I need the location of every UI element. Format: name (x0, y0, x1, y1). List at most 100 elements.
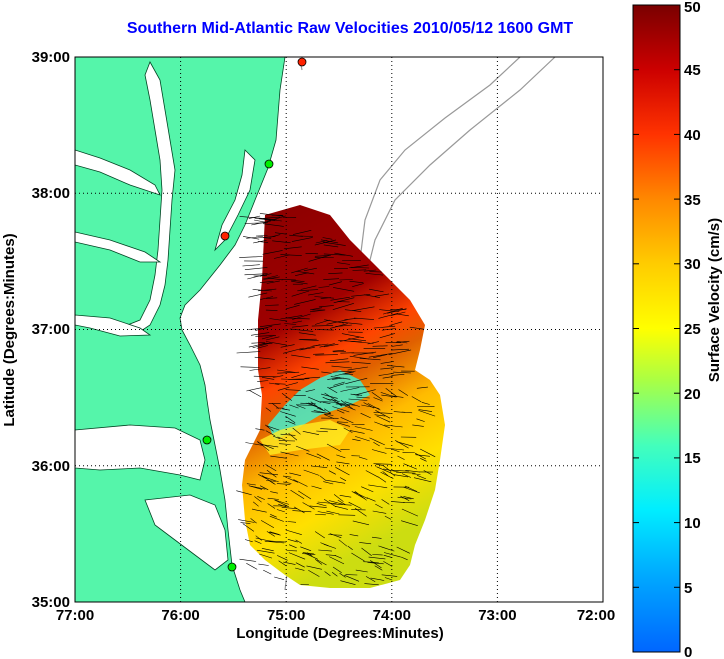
velocity-vector (420, 458, 427, 462)
velocity-vector (269, 318, 288, 322)
velocity-vector (240, 366, 260, 368)
velocity-vector (255, 235, 268, 237)
velocity-vector (292, 313, 311, 320)
velocity-vector (374, 293, 390, 297)
velocity-vector (347, 366, 368, 371)
velocity-vector (338, 514, 356, 516)
velocity-vector (280, 315, 303, 320)
velocity-vector (378, 545, 395, 552)
velocity-vector (415, 454, 430, 457)
velocity-vector (270, 514, 277, 518)
velocity-vector (293, 394, 306, 396)
velocity-vector (381, 574, 398, 577)
velocity-vector (263, 569, 272, 575)
velocity-vector (371, 392, 383, 400)
velocity-vector (272, 435, 281, 440)
low-velocity-band (268, 370, 370, 440)
velocity-vector (300, 285, 317, 290)
velocity-vector (276, 509, 285, 513)
velocity-vectors (236, 213, 436, 586)
velocity-vector (248, 342, 268, 348)
velocity-vector (289, 404, 299, 409)
velocity-vector (351, 264, 369, 268)
velocity-vector (384, 577, 393, 581)
velocity-vector (323, 343, 339, 348)
velocity-vector (251, 486, 266, 490)
velocity-vector (263, 476, 279, 483)
velocity-vector (317, 511, 334, 515)
velocity-vector (333, 297, 355, 304)
velocity-vector (295, 404, 316, 406)
velocity-vector (314, 531, 325, 539)
velocity-vector (394, 439, 409, 449)
velocity-vector (245, 442, 264, 446)
velocity-vector (323, 241, 346, 246)
velocity-vector (265, 407, 272, 412)
velocity-vector (251, 342, 266, 344)
velocity-vector (352, 438, 361, 442)
velocity-vector (337, 499, 346, 506)
velocity-vector (298, 332, 316, 336)
velocity-vector (386, 365, 405, 368)
velocity-vector (244, 273, 268, 276)
velocity-vector (274, 383, 286, 385)
velocity-vector (276, 483, 291, 485)
velocity-vector (244, 267, 268, 270)
velocity-vector (319, 475, 327, 481)
velocity-vector (393, 474, 409, 478)
velocity-vector (355, 389, 376, 396)
colorbar-tick-label: 40 (684, 127, 701, 144)
velocity-vector (391, 344, 403, 347)
colorbar-tick-label: 5 (684, 580, 692, 597)
velocity-vector (296, 270, 315, 275)
velocity-vector (390, 472, 396, 477)
velocity-vector (277, 371, 300, 374)
velocity-vector (247, 274, 265, 280)
velocity-vector (396, 546, 410, 554)
y-tick-label: 38:00 (32, 185, 70, 202)
velocity-vector (335, 467, 350, 476)
velocity-vector (257, 236, 272, 239)
velocity-vector (379, 333, 396, 339)
velocity-vector (413, 477, 432, 483)
velocity-vector (306, 452, 322, 459)
velocity-vector (367, 341, 379, 345)
velocity-vector (392, 470, 410, 472)
velocity-vector (339, 495, 352, 498)
velocity-vector (338, 539, 348, 547)
velocity-vector (280, 433, 296, 436)
velocity-vector (369, 437, 385, 446)
x-axis-title: Longitude (Degrees:Minutes) (236, 625, 444, 642)
velocity-vector (257, 496, 265, 500)
colorbar-tick-label: 25 (684, 321, 701, 338)
velocity-vector (318, 286, 330, 288)
station-marker-icon (202, 435, 212, 445)
velocity-vector (318, 305, 334, 308)
velocity-vector (268, 531, 281, 536)
velocity-vector (383, 554, 393, 558)
velocity-vector (352, 306, 375, 311)
velocity-vector (243, 236, 260, 240)
velocity-vector (283, 246, 302, 250)
velocity-vector (377, 476, 387, 483)
velocity-vector (352, 283, 364, 287)
velocity-vector (281, 507, 297, 509)
velocity-vector (240, 522, 251, 524)
velocity-vector (396, 341, 408, 344)
velocity-vector (351, 491, 365, 500)
velocity-vector (266, 425, 280, 431)
velocity-vector (312, 343, 329, 347)
velocity-vector (288, 552, 306, 560)
velocity-vector (345, 377, 368, 385)
velocity-vector (305, 389, 316, 392)
velocity-vector (368, 353, 392, 358)
velocity-vector (329, 358, 349, 362)
velocity-vector (316, 407, 326, 412)
velocity-vector (320, 428, 338, 430)
velocity-vector (354, 426, 373, 431)
velocity-vector (303, 469, 320, 476)
velocity-vector (328, 470, 336, 475)
velocity-vector (263, 236, 276, 238)
velocity-vector (403, 496, 414, 500)
velocity-vector (295, 539, 303, 544)
